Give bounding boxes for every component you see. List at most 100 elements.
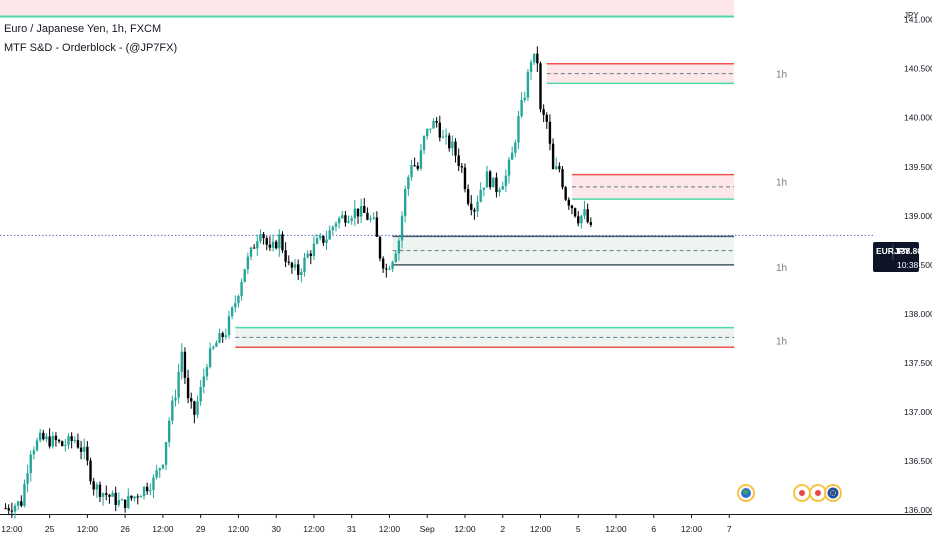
candle-body [64,445,67,447]
tf-label: 1h [776,177,787,188]
candle-body [202,376,206,387]
event-icon-japan[interactable] [793,484,811,502]
price-tag-bg [873,242,919,272]
candle-body [142,486,146,497]
candle-body [70,436,73,441]
candle-body [105,493,108,495]
candle-body [4,508,7,510]
candle-body [372,217,375,219]
candle-body [309,253,312,257]
candle-body [400,215,404,241]
candle-body [526,71,530,98]
candle-body [466,189,470,204]
candle-body [290,262,294,268]
candle-body [366,212,369,220]
candle-body [10,510,14,512]
candle-body [224,335,228,337]
x-tick-label: 12:00 [530,524,552,534]
candle-body [385,268,388,270]
candle-body [42,432,45,440]
candle-body [470,203,473,210]
candle-body [155,470,158,478]
candle-body [240,282,243,297]
candle-body [341,215,344,219]
candle-body [152,477,155,491]
candle-body [23,483,26,506]
candle-body [158,468,161,471]
candle-body [520,100,523,117]
x-tick-label: 12:00 [605,524,627,534]
x-tick-label: 12:00 [454,524,476,534]
candle-body [98,484,102,497]
candle-body [120,499,124,501]
x-tick-label: 12:00 [1,524,23,534]
x-tick-label: 25 [45,524,55,534]
x-tick-label: 26 [120,524,130,534]
candle-body [551,143,555,170]
candle-body [337,218,341,224]
candle-body [92,481,95,490]
x-tick-label: 31 [347,524,357,534]
candle-body [252,247,256,249]
candle-body [356,208,360,217]
x-tick-label: 12:00 [681,524,703,534]
candle-body [457,155,460,167]
candle-body [300,271,303,275]
candle-body [177,371,180,398]
candle-body [297,264,300,275]
candle-body [73,440,76,442]
event-icon-euro[interactable] [824,484,842,502]
candle-body [230,307,234,317]
tf-label: 1h [776,263,787,274]
candle-body [20,501,23,506]
candle-body [570,205,574,209]
y-tick-label: 140.000 [904,113,932,123]
candle-body [573,208,577,217]
candle-body [133,496,136,499]
candle-body [363,206,366,213]
candle-body [51,435,54,447]
candle-body [145,486,149,492]
x-tick-label: 6 [651,524,656,534]
candle-body [127,495,130,508]
symbol-title: Euro / Japanese Yen, 1h, FXCM [4,23,162,35]
candle-body [61,441,64,447]
candle-body [256,241,259,249]
candle-body [444,135,448,137]
x-tick-label: 29 [196,524,206,534]
candle-body [476,201,479,212]
candle-body [293,264,297,268]
candle-body [249,247,253,257]
y-tick-label: 136.500 [904,456,932,466]
candle-body [495,177,498,193]
candle-body [221,333,224,337]
price-tag-symbol: EURJPY [876,246,910,256]
candle-body [589,222,593,225]
candle-body [306,253,309,258]
candle-body [419,150,423,169]
candle-body [183,351,187,378]
candle-body [215,342,218,347]
candle-body [561,169,564,188]
candle-body [174,397,177,401]
event-icon-earth[interactable] [737,484,755,502]
candle-body [397,240,401,254]
candle-body [498,189,501,193]
candle-body [45,436,48,440]
candle-body [359,206,363,217]
candle-body [558,166,561,170]
candle-body [79,447,83,452]
event-icon-japan-2[interactable] [809,484,827,502]
y-tick-label: 138.000 [904,309,932,319]
candle-body [246,256,250,270]
timeframe-labels: 1h 1h 1h 1h [776,70,787,348]
candle-body [83,446,86,452]
candle-body [567,199,571,206]
current-price-tag: EURJPY 138.806 10:38 [873,242,927,272]
candle-body [322,235,325,243]
candle-body [391,261,394,270]
candle-body [287,261,290,263]
candle-body [536,53,539,64]
